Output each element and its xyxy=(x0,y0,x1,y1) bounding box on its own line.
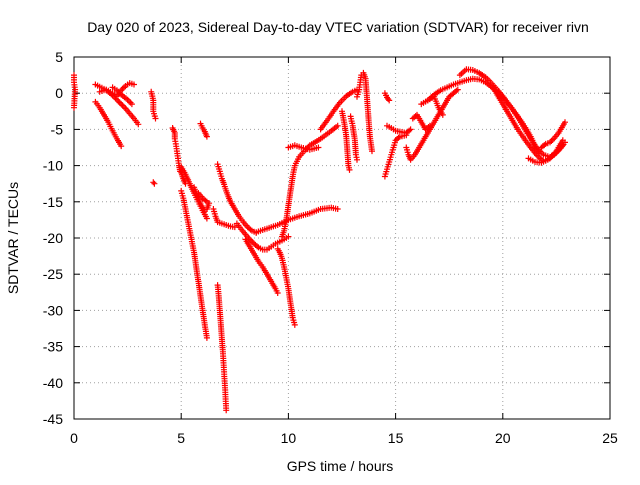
data-series-arc-31 xyxy=(403,86,461,163)
data-point xyxy=(285,233,292,240)
chart-title: Day 020 of 2023, Sidereal Day-to-day VTE… xyxy=(87,19,589,35)
data-series-arc-5 xyxy=(109,84,135,108)
data-series-arc-32 xyxy=(409,111,433,133)
data-point xyxy=(182,180,189,187)
data-series-arc-7 xyxy=(150,179,158,187)
data-series-arc-13 xyxy=(195,190,210,205)
y-tick-label: -10 xyxy=(43,158,63,174)
data-point xyxy=(150,179,157,186)
data-series-arc-26 xyxy=(347,113,360,163)
data-series-arc-20 xyxy=(274,245,298,328)
data-point xyxy=(346,166,353,173)
y-tick-label: -35 xyxy=(43,339,63,355)
data-point xyxy=(203,334,210,341)
data-point xyxy=(369,148,375,155)
data-series-arc-3 xyxy=(92,98,125,150)
data-point xyxy=(274,290,281,296)
y-tick-label: 0 xyxy=(55,85,63,101)
y-tick-label: -5 xyxy=(51,121,64,137)
data-series-arc-6 xyxy=(148,88,159,122)
data-series-arc-27 xyxy=(354,69,375,155)
y-tick-label: -45 xyxy=(43,411,63,427)
data-point xyxy=(439,111,446,118)
data-series-arc-21 xyxy=(253,204,341,236)
data-series-arc-29 xyxy=(381,132,410,180)
data-series-arc-14 xyxy=(197,120,210,140)
axes-layer: 0 5 10 15 20 25 5 0 -5 -10 -15 -20 -25 -30 -35 -40 -45 xyxy=(43,49,618,446)
data-point xyxy=(203,198,210,205)
data-point xyxy=(386,97,393,104)
y-tick-label: -20 xyxy=(43,230,63,246)
data-series-arc-24 xyxy=(317,86,360,133)
data-point xyxy=(135,121,142,128)
data-series-arc-19 xyxy=(242,236,281,296)
x-tick-label: 5 xyxy=(177,430,185,446)
x-tick-label: 15 xyxy=(388,430,404,446)
data-point xyxy=(131,81,137,88)
data-series-arc-38 xyxy=(525,139,568,166)
marks-layer xyxy=(71,66,568,414)
data-point xyxy=(203,215,210,222)
data-point xyxy=(151,180,158,187)
data-point xyxy=(562,139,568,146)
data-series-arc-17 xyxy=(210,206,238,231)
x-tick-label: 20 xyxy=(495,430,511,446)
x-tick-label: 10 xyxy=(281,430,297,446)
y-tick-label: -40 xyxy=(43,375,63,391)
data-point xyxy=(115,88,122,95)
y-tick-label: -15 xyxy=(43,194,63,210)
data-point xyxy=(315,144,322,151)
data-series-arc-25 xyxy=(339,108,353,173)
data-point xyxy=(407,126,414,133)
y-tick-label: -25 xyxy=(43,266,63,282)
data-point xyxy=(354,156,360,163)
data-point xyxy=(203,133,210,140)
data-point xyxy=(334,122,341,129)
data-series-arc-18 xyxy=(233,220,292,253)
data-series-arc-15 xyxy=(214,282,230,414)
y-tick-label: -30 xyxy=(43,302,63,318)
data-series-arc-28 xyxy=(381,90,393,104)
data-series-arc-23 xyxy=(285,142,322,153)
y-tick-label: 5 xyxy=(55,49,63,65)
data-point xyxy=(426,122,433,129)
data-point xyxy=(152,115,159,122)
data-series-arc-30 xyxy=(384,122,414,136)
data-point xyxy=(118,143,125,150)
data-point xyxy=(562,119,568,126)
data-series-arc-1 xyxy=(71,72,79,111)
data-point xyxy=(128,101,135,108)
data-point xyxy=(71,104,77,111)
data-point xyxy=(223,407,230,414)
data-series-arc-10 xyxy=(178,169,189,187)
y-axis-label: SDTVAR / TECUs xyxy=(5,182,21,294)
x-tick-label: 0 xyxy=(70,430,78,446)
data-series-arc-16 xyxy=(214,161,260,236)
data-series-arc-37 xyxy=(538,119,568,151)
x-tick-label: 25 xyxy=(602,430,618,446)
data-series-arc-22 xyxy=(279,122,341,240)
x-axis-label: GPS time / hours xyxy=(287,458,394,474)
data-series-arc-11 xyxy=(178,187,210,341)
data-point xyxy=(334,206,341,212)
data-point xyxy=(291,321,298,328)
data-point xyxy=(454,86,461,93)
